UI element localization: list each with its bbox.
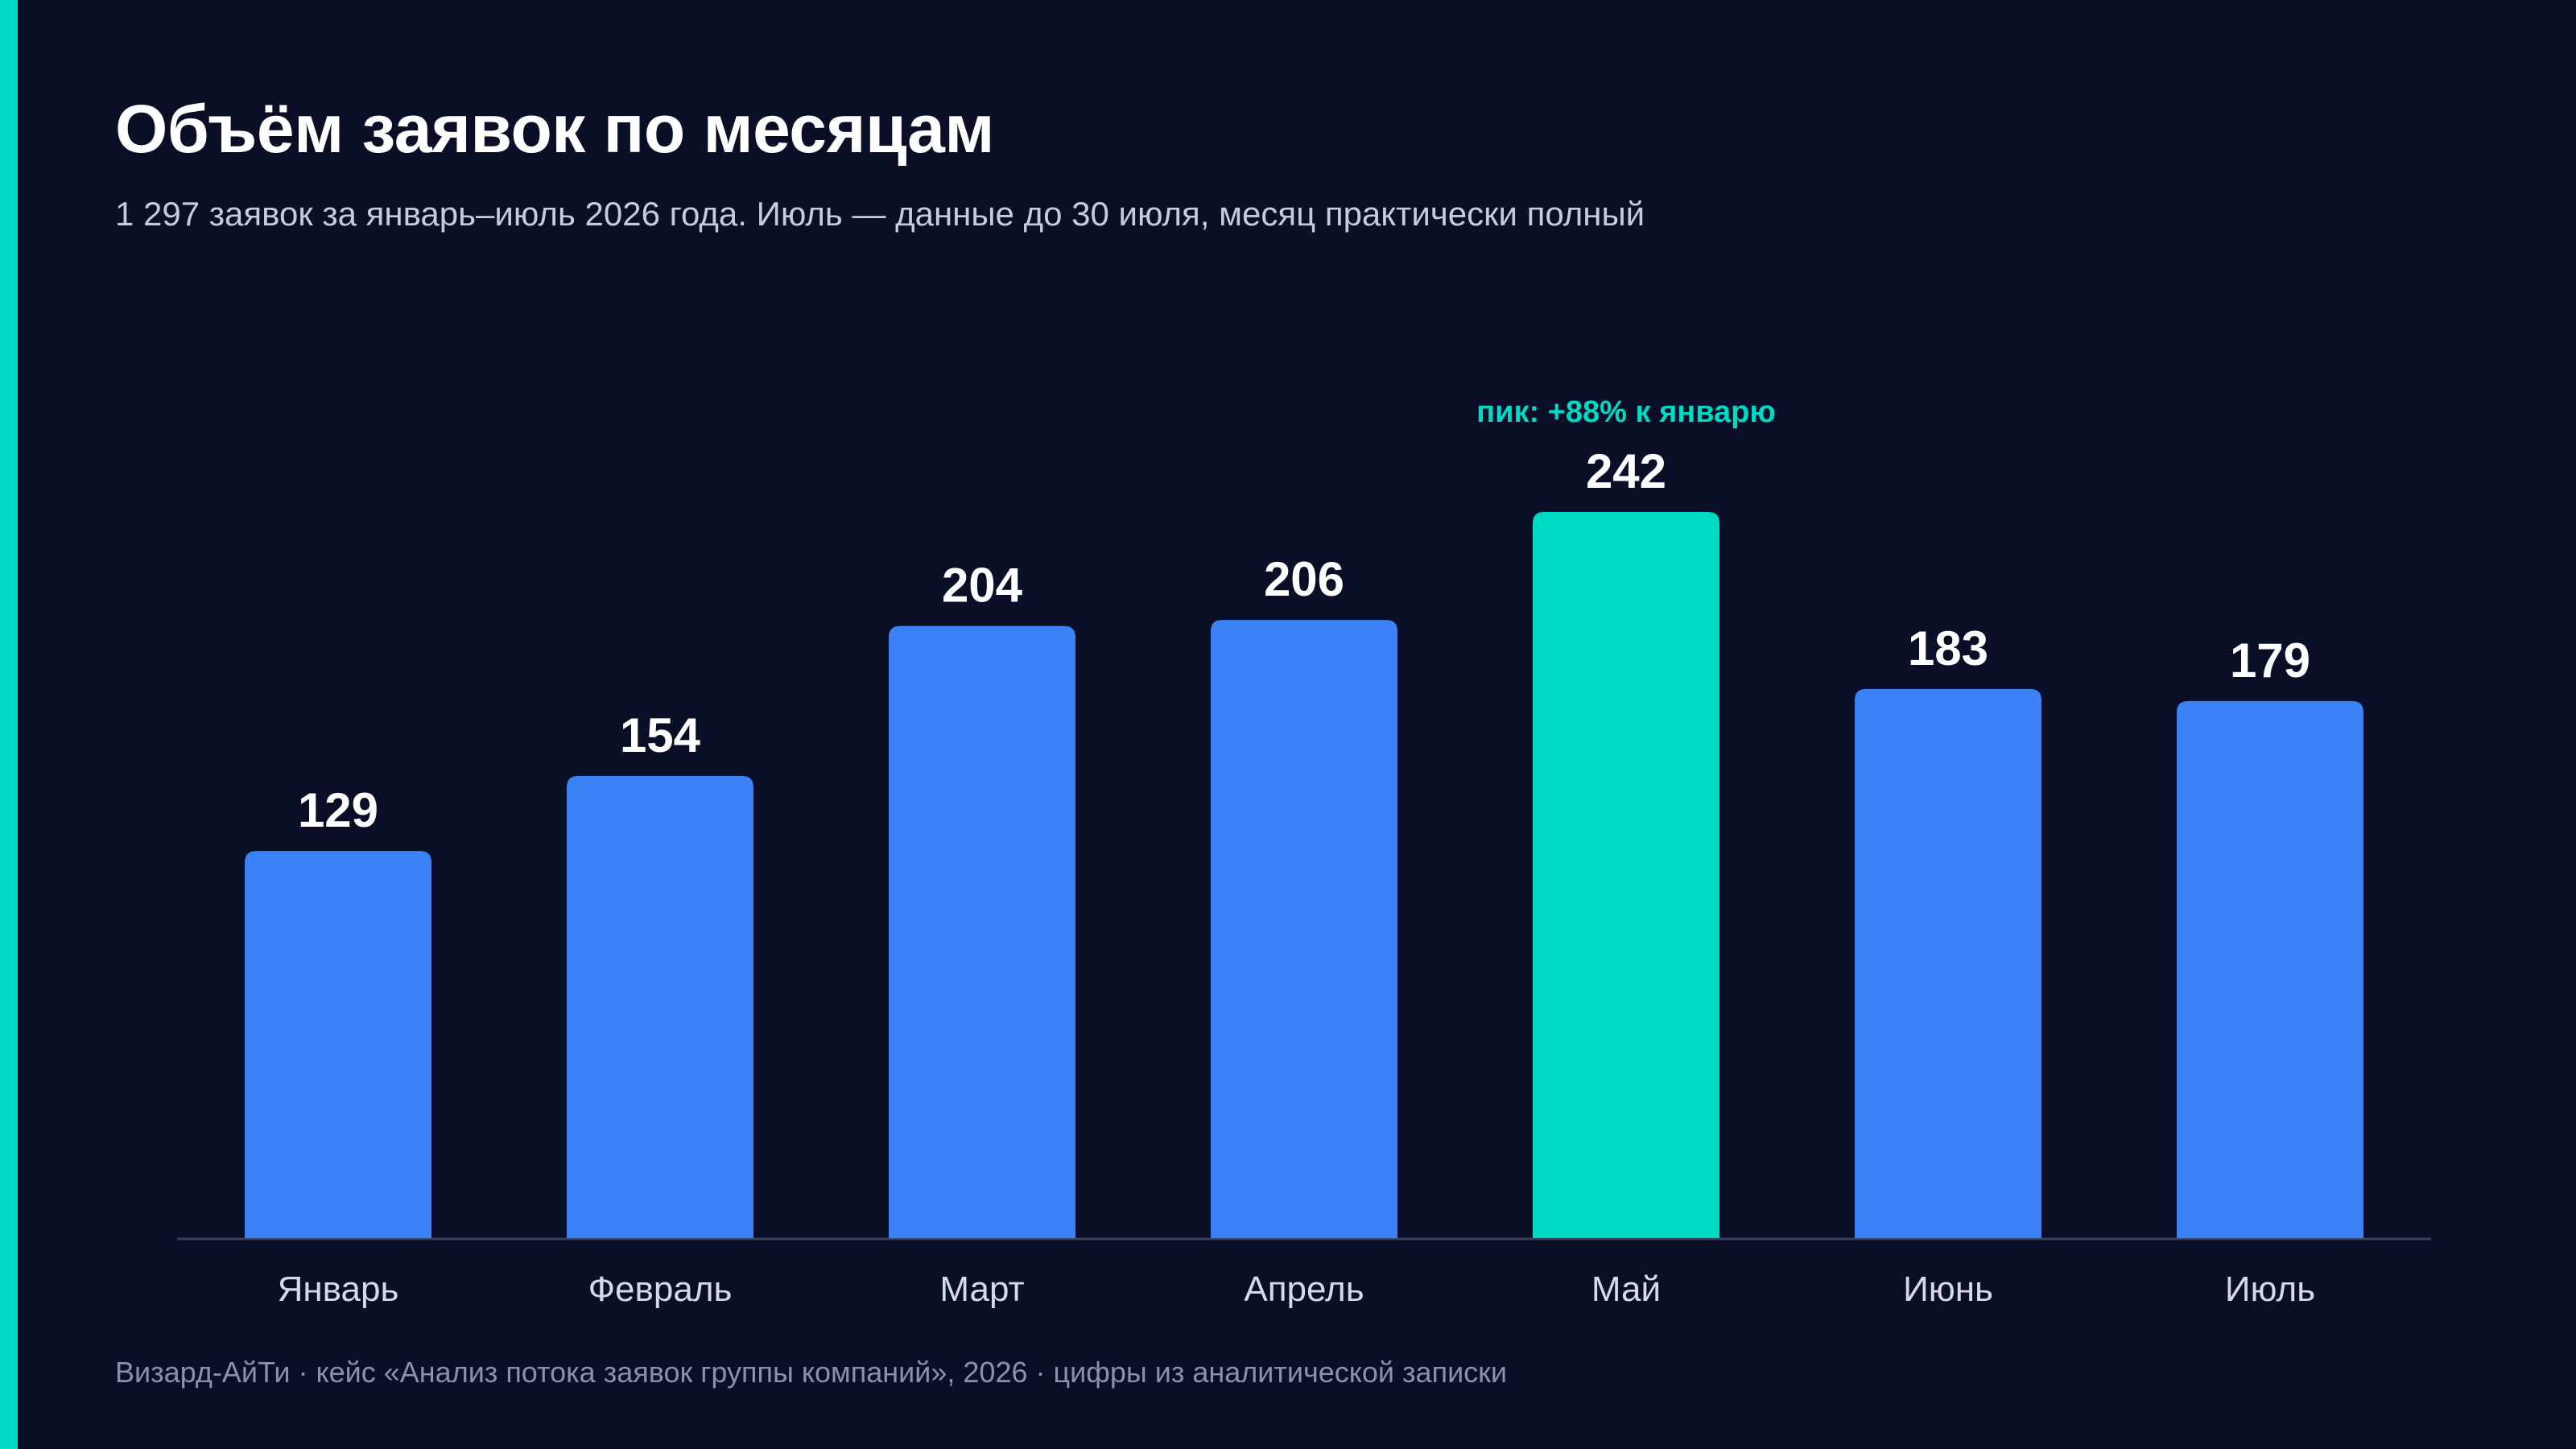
bar-6 (1855, 688, 2041, 1238)
bar-4 (1211, 620, 1397, 1238)
value-label-2: 154 (620, 708, 701, 762)
chart-title: Объём заявок по месяцам (115, 91, 995, 167)
bar-2 (567, 776, 753, 1238)
category-label-6: Июнь (1903, 1269, 1993, 1309)
category-label-1: Январь (278, 1269, 399, 1309)
chart-subtitle: 1 297 заявок за январь–июль 2026 года. И… (115, 195, 1645, 233)
bar-1 (245, 851, 431, 1238)
category-label-4: Апрель (1244, 1269, 1364, 1309)
value-label-6: 183 (1908, 621, 1988, 675)
peak-annotation: пик: +88% к январю (1476, 395, 1776, 429)
footer-source: Визард-АйТи · кейс «Анализ потока заявок… (115, 1356, 1508, 1389)
category-label-5: Май (1591, 1269, 1661, 1309)
category-label-2: Февраль (588, 1269, 733, 1309)
value-label-1: 129 (298, 783, 378, 837)
bar-3 (889, 625, 1075, 1238)
value-label-5: 242 (1586, 444, 1666, 498)
value-label-7: 179 (2230, 634, 2310, 687)
accent-bar (0, 0, 18, 1449)
value-label-3: 204 (942, 559, 1023, 613)
bar-5 (1533, 512, 1719, 1238)
bar-7 (2177, 700, 2363, 1238)
category-label-3: Март (939, 1269, 1024, 1309)
value-label-4: 206 (1264, 552, 1344, 606)
category-label-7: Июль (2225, 1269, 2315, 1309)
